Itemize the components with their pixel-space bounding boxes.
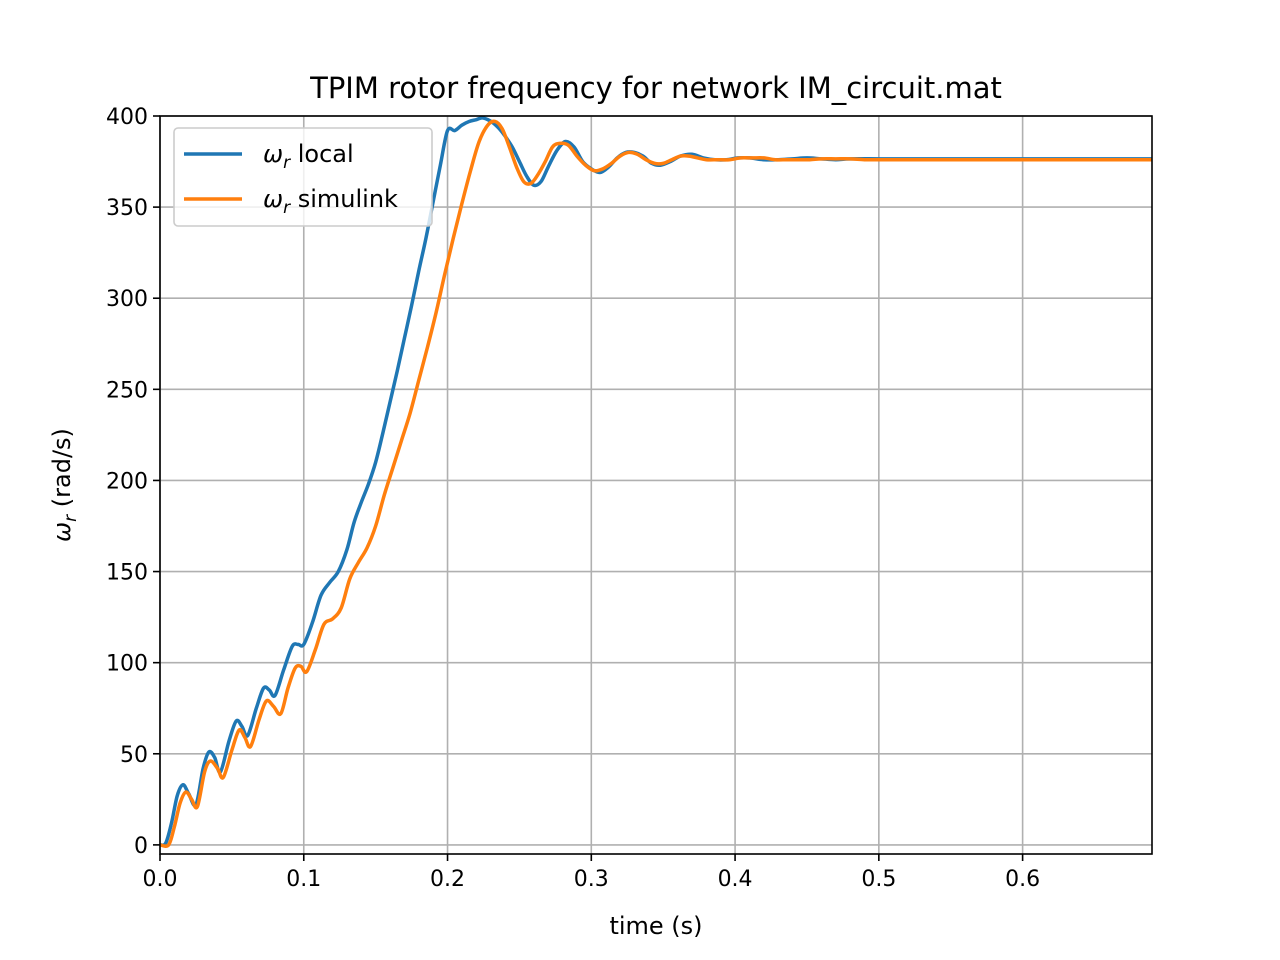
y-tick-label: 0	[134, 834, 148, 859]
y-axis-label-suffix: (rad/s)	[48, 428, 76, 515]
y-tick-label: 50	[120, 743, 148, 768]
y-axis-ticks: 0 50 100 150 200 250 300 350 400	[106, 105, 160, 859]
x-tick-label: 0.0	[143, 867, 178, 892]
series-line-simulink	[160, 119, 1152, 848]
y-tick-label: 400	[106, 105, 148, 130]
x-tick-label: 0.1	[286, 867, 321, 892]
legend-label-local: ωr local	[263, 140, 354, 173]
y-tick-label: 300	[106, 287, 148, 312]
legend-label-simulink-subscript: r	[283, 198, 291, 218]
x-axis-ticks: 0.0 0.1 0.2 0.3 0.4 0.5 0.6	[143, 854, 1040, 892]
plot-frame	[159, 115, 1153, 855]
y-tick-label: 200	[106, 469, 148, 494]
legend-label-simulink: ωr simulink	[263, 185, 398, 218]
y-tick-label: 100	[106, 652, 148, 677]
x-tick-label: 0.4	[718, 867, 753, 892]
x-tick-label: 0.2	[430, 867, 465, 892]
y-tick-label: 150	[106, 561, 148, 586]
y-tick-label: 250	[106, 378, 148, 403]
y-axis-label-symbol: ω	[48, 522, 76, 542]
legend-label-local-symbol: ω	[263, 140, 283, 168]
y-axis-label-subscript: r	[61, 514, 81, 522]
y-axis-label: ωr (rad/s)	[48, 428, 81, 542]
y-tick-label: 350	[106, 196, 148, 221]
grid	[159, 115, 1152, 854]
legend-label-local-subscript: r	[283, 153, 291, 173]
legend-label-local-suffix: local	[290, 140, 354, 168]
chart-title: TPIM rotor frequency for network IM_circ…	[309, 71, 1002, 105]
legend-label-simulink-suffix: simulink	[290, 185, 398, 213]
series-lines	[160, 116, 1152, 848]
x-tick-label: 0.6	[1005, 867, 1040, 892]
legend: ωr local ωr simulink	[173, 127, 433, 227]
x-axis-label: time (s)	[609, 912, 702, 940]
x-tick-label: 0.3	[574, 867, 609, 892]
x-tick-label: 0.5	[861, 867, 896, 892]
legend-label-simulink-symbol: ω	[263, 185, 283, 213]
